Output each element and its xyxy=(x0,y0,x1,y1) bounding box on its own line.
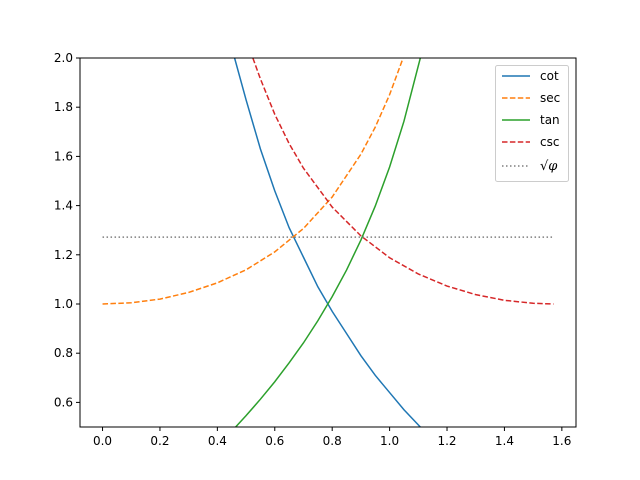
y-tick-label: 1.2 xyxy=(54,248,73,262)
series-line-csc xyxy=(252,58,554,305)
x-tick-label: 1.2 xyxy=(437,434,456,448)
axes-frame xyxy=(79,57,577,428)
plot-area xyxy=(79,57,577,428)
series-line-tan xyxy=(235,58,422,427)
y-axis-ticks: 0.6 0.8 1.0 1.2 1.4 1.6 1.8 2.0 xyxy=(54,51,80,409)
y-tick-label: 2.0 xyxy=(54,51,73,65)
series-layer xyxy=(102,58,554,427)
y-tick-label: 0.6 xyxy=(54,395,73,409)
legend-label: cot xyxy=(540,69,559,83)
legend-label: tan xyxy=(540,113,560,127)
y-tick-label: 1.6 xyxy=(54,149,73,163)
legend-box xyxy=(495,65,569,182)
x-tick-label: 1.4 xyxy=(495,434,514,448)
y-tick-label: 1.8 xyxy=(54,100,73,114)
x-tick-label: 0.6 xyxy=(265,434,284,448)
legend-entries: cot sec tan csc √φ xyxy=(502,69,560,174)
series-line-sec xyxy=(102,58,404,305)
legend-label: √φ xyxy=(540,159,558,174)
legend: cot sec tan csc √φ xyxy=(495,65,569,182)
legend-label: sec xyxy=(540,91,560,105)
x-tick-label: 1.6 xyxy=(552,434,571,448)
x-tick-label: 0.0 xyxy=(93,434,112,448)
x-tick-label: 0.2 xyxy=(150,434,169,448)
y-tick-label: 1.0 xyxy=(54,297,73,311)
y-tick-label: 1.4 xyxy=(54,199,73,213)
legend-label: csc xyxy=(540,135,559,149)
x-tick-label: 0.4 xyxy=(208,434,227,448)
x-axis-ticks: 0.0 0.2 0.4 0.6 0.8 1.0 1.2 1.4 1.6 xyxy=(93,427,571,448)
y-tick-label: 0.8 xyxy=(54,346,73,360)
x-tick-label: 0.8 xyxy=(323,434,342,448)
x-tick-label: 1.0 xyxy=(380,434,399,448)
